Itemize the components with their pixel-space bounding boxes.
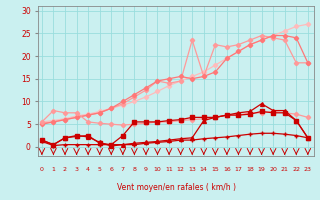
X-axis label: Vent moyen/en rafales ( km/h ): Vent moyen/en rafales ( km/h ): [116, 183, 236, 192]
